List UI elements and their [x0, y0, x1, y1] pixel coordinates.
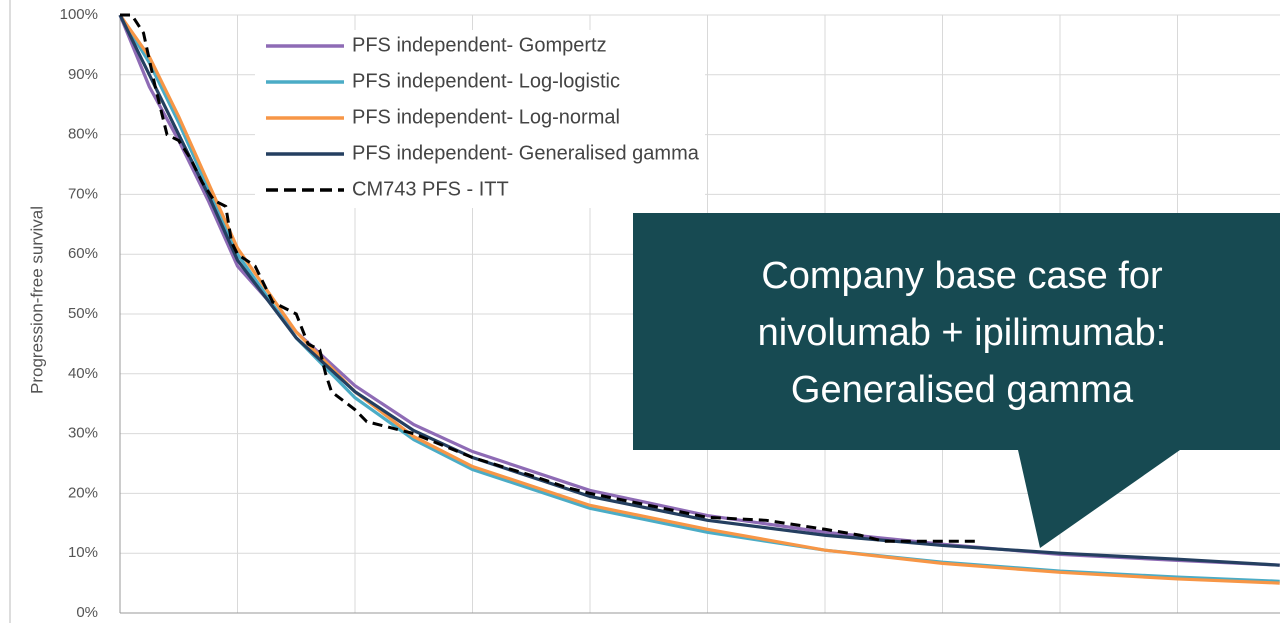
callout-text: Company base case for	[761, 255, 1163, 297]
y-tick-label: 40%	[68, 365, 98, 382]
y-tick-label: 30%	[68, 425, 98, 442]
y-tick-label: 60%	[68, 245, 98, 262]
y-axis-label: Progression-free survival	[27, 206, 46, 394]
callout-box	[633, 213, 1280, 548]
series-line	[118, 14, 1280, 585]
series-line	[120, 13, 978, 543]
y-tick-label: 80%	[68, 126, 98, 143]
legend-label: PFS independent- Log-normal	[352, 106, 620, 128]
legend-label: PFS independent- Gompertz	[352, 34, 607, 56]
y-tick-label: 50%	[68, 305, 98, 322]
y-tick-label: 100%	[60, 6, 98, 23]
legend-label: CM743 PFS - ITT	[352, 178, 509, 200]
legend-label: PFS independent- Log-logistic	[352, 70, 620, 92]
y-tick-label: 0%	[76, 604, 98, 621]
y-tick-label: 90%	[68, 66, 98, 83]
callout-text: nivolumab + ipilimumab:	[758, 312, 1167, 354]
legend-label: PFS independent- Generalised gamma	[352, 142, 700, 164]
y-tick-label: 20%	[68, 484, 98, 501]
callout-text: Generalised gamma	[791, 369, 1134, 411]
y-tick-label: 70%	[68, 185, 98, 202]
y-tick-label: 10%	[68, 544, 98, 561]
